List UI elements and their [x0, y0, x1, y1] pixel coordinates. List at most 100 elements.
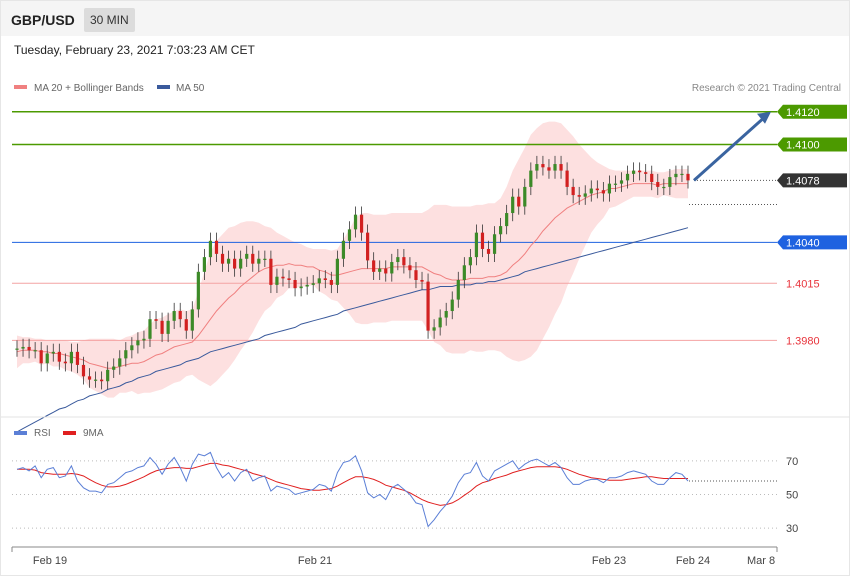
candle-body [148, 319, 152, 339]
candle-body [450, 299, 454, 312]
candle-body [607, 183, 612, 194]
candle [190, 301, 194, 339]
candle [517, 188, 521, 215]
candle-body [251, 253, 255, 264]
candle [559, 155, 563, 179]
timeframe-button[interactable]: 30 MIN [84, 8, 135, 32]
candle [106, 361, 110, 390]
candle-body [45, 353, 49, 364]
candle-body [680, 173, 684, 176]
candle [619, 172, 624, 192]
timestamp-label: Tuesday, February 23, 2021 7:03:23 AM CE… [14, 43, 255, 57]
candle [69, 343, 74, 372]
target-arrow-head [757, 111, 771, 124]
candle [281, 268, 285, 287]
rsi-legend-swatch [14, 431, 27, 435]
candle-body [390, 262, 394, 274]
candle [535, 155, 539, 179]
candle-body [257, 258, 261, 264]
candle-body [511, 196, 515, 214]
candle-body [529, 170, 533, 187]
candle-body [154, 319, 158, 321]
candle [359, 206, 364, 241]
rsi-ma9-line [17, 462, 688, 506]
x-tick-label: Feb 23 [592, 555, 626, 567]
candle [118, 350, 122, 375]
candle [486, 240, 491, 263]
pivot-price-label: 1.4040 [786, 237, 820, 249]
candle-body [456, 279, 460, 300]
x-tick-label: Mar 8 [747, 555, 775, 567]
candle-body [130, 345, 134, 351]
candle-body [523, 186, 527, 207]
candle-body [547, 167, 551, 171]
candle [214, 232, 219, 263]
candle-body [81, 364, 86, 377]
candle-body [239, 258, 243, 269]
candle-body [359, 214, 364, 233]
candle-body [57, 351, 61, 362]
x-tick-label: Feb 21 [298, 555, 332, 567]
candle [474, 224, 479, 266]
candle-body [462, 265, 466, 280]
candle [184, 311, 188, 339]
candle [656, 173, 660, 196]
candle-body [468, 257, 472, 266]
candle [577, 186, 581, 205]
candle-body [208, 240, 213, 258]
candle [21, 338, 25, 357]
candle [81, 356, 86, 385]
candle [160, 312, 164, 343]
resistance-price-tag [777, 104, 847, 119]
candle [420, 271, 424, 290]
candle [166, 312, 170, 343]
candle-body [87, 376, 92, 380]
candle [450, 291, 454, 320]
candle-body [353, 214, 358, 230]
candle [426, 273, 430, 339]
candle-body [112, 366, 116, 370]
candle-body [613, 183, 618, 185]
candle-body [305, 284, 309, 287]
candle-body [233, 258, 237, 269]
target-arrow-shaft [692, 115, 767, 182]
candle [317, 270, 321, 292]
candle-body [408, 265, 412, 271]
candle-body [577, 195, 581, 197]
candle [335, 250, 339, 294]
candle-body [486, 248, 491, 254]
candle [492, 226, 497, 263]
candle [438, 309, 442, 336]
candle [644, 164, 648, 183]
candle [613, 175, 618, 192]
candle [607, 175, 612, 202]
chart-header-bar: GBP/USD 30 MIN [1, 1, 849, 36]
candle [130, 337, 134, 359]
candle [251, 245, 255, 272]
candle-body [535, 164, 539, 171]
resistance-price-label: 1.4120 [786, 107, 820, 119]
support-level-label: 1.4015 [786, 278, 820, 290]
candle-body [347, 229, 352, 241]
candle-body [329, 279, 333, 285]
candle-body [196, 271, 200, 310]
rsi-line [16, 451, 689, 528]
candle-body [27, 346, 31, 351]
candle-body [631, 170, 636, 174]
candle [589, 180, 593, 202]
candle [372, 252, 376, 280]
candle [631, 162, 636, 183]
candle-body [63, 361, 67, 364]
candle [390, 253, 394, 282]
candle-body [444, 311, 448, 318]
candle [233, 250, 237, 277]
candle [408, 257, 412, 279]
candle-body [432, 327, 436, 331]
candle [499, 217, 503, 243]
candle-body [118, 358, 122, 367]
candle-body [674, 173, 678, 178]
candle [311, 275, 315, 294]
ma20-line [16, 183, 688, 369]
